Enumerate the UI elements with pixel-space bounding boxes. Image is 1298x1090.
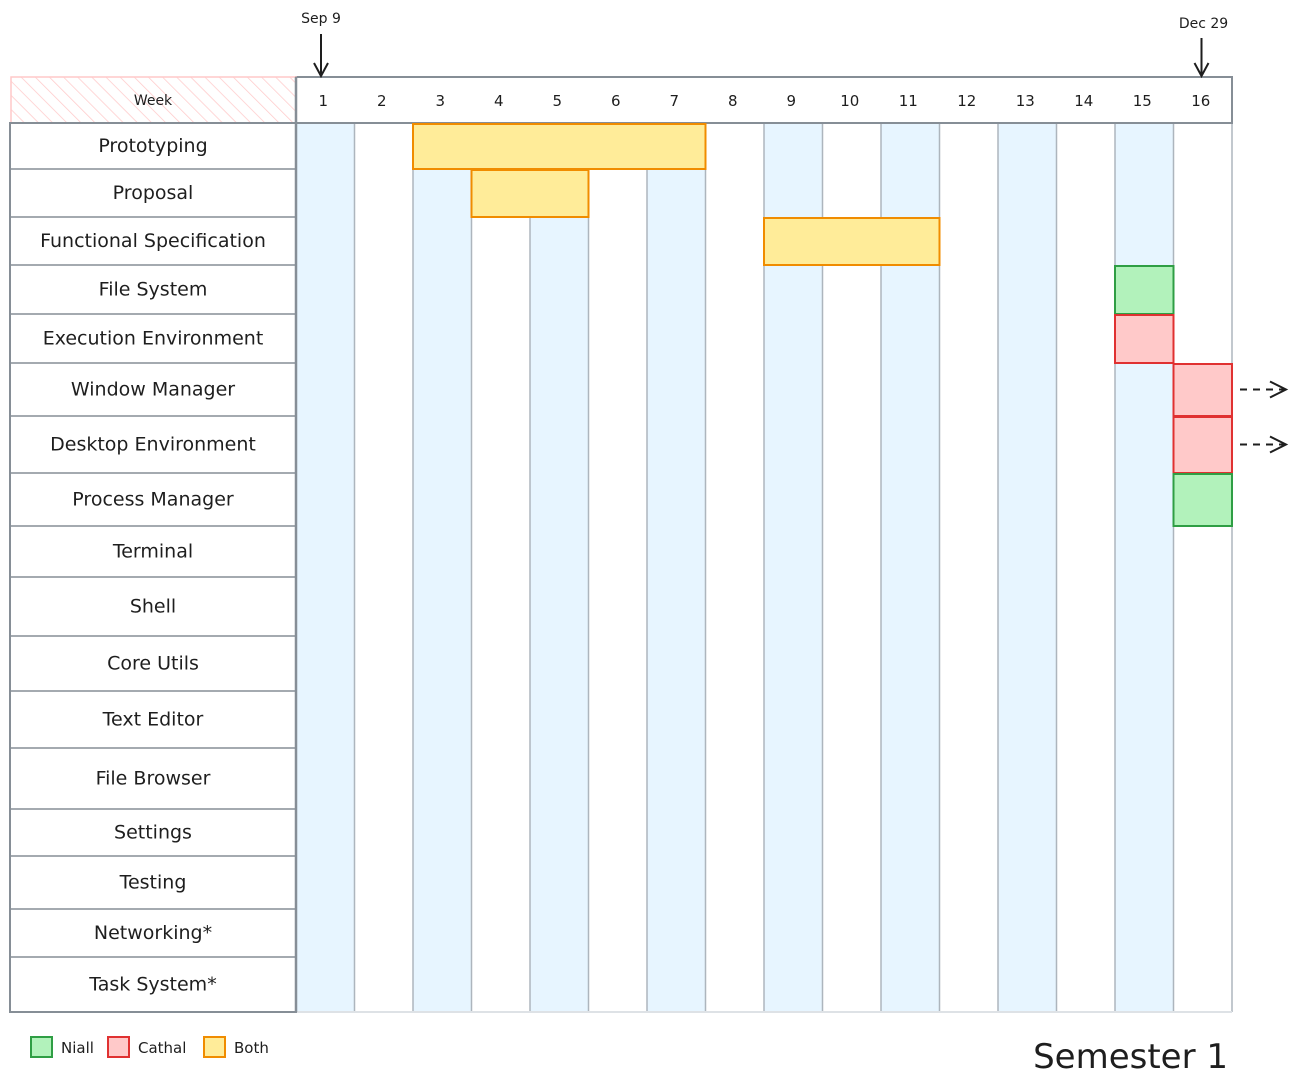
- week-columns: [296, 123, 1174, 1012]
- week-column-13: [998, 123, 1057, 1012]
- week-number-15: 15: [1133, 92, 1152, 110]
- legend-label-cathal: Cathal: [138, 1039, 186, 1057]
- task-label: Core Utils: [107, 653, 199, 675]
- week-column-7: [647, 123, 706, 1012]
- week-column-11: [881, 123, 940, 1012]
- task-label: Settings: [114, 822, 192, 844]
- week-number-10: 10: [840, 92, 859, 110]
- week-number-6: 6: [611, 92, 621, 110]
- week-number-14: 14: [1074, 92, 1093, 110]
- date-marker-label: Dec 29: [1179, 16, 1228, 32]
- task-label: Process Manager: [72, 489, 234, 511]
- week-number-2: 2: [377, 92, 387, 110]
- task-label: Prototyping: [98, 135, 207, 157]
- date-marker-label: Sep 9: [301, 11, 341, 27]
- task-bar-both: [412, 123, 707, 170]
- task-bar-both: [763, 217, 941, 266]
- week-number-4: 4: [494, 92, 504, 110]
- week-number-16: 16: [1191, 92, 1210, 110]
- task-label: Window Manager: [71, 379, 235, 401]
- task-label: Desktop Environment: [50, 434, 256, 456]
- week-column-3: [413, 123, 472, 1012]
- week-number-3: 3: [435, 92, 445, 110]
- legend-label-niall: Niall: [61, 1039, 94, 1057]
- task-label: Functional Specification: [40, 230, 266, 252]
- legend: Niall Cathal Both: [30, 1036, 269, 1058]
- week-number-11: 11: [899, 92, 918, 110]
- legend-label-both: Both: [234, 1039, 269, 1057]
- week-number-8: 8: [728, 92, 738, 110]
- task-label: Proposal: [113, 182, 194, 204]
- task-bar-niall: [1114, 265, 1175, 315]
- continues-arrowhead: [1269, 380, 1289, 399]
- task-bars: [412, 123, 1289, 527]
- week-header-label: Week: [134, 93, 173, 109]
- task-label: Text Editor: [102, 709, 204, 731]
- week-column-15: [1115, 123, 1174, 1012]
- week-column-1: [296, 123, 355, 1012]
- task-label: Task System*: [88, 974, 216, 996]
- legend-swatch-cathal: [107, 1036, 130, 1058]
- task-bar-cathal: [1114, 314, 1175, 364]
- legend-swatch-both: [203, 1036, 226, 1058]
- week-column-5: [530, 123, 589, 1012]
- task-label: File Browser: [96, 768, 211, 790]
- week-header-cell: [10, 76, 297, 124]
- task-label: Execution Environment: [43, 328, 264, 350]
- task-bar-both: [470, 169, 590, 218]
- week-header: Week: [10, 76, 297, 124]
- task-label: Testing: [119, 872, 187, 894]
- task-label: Networking*: [94, 922, 212, 944]
- week-number-5: 5: [552, 92, 562, 110]
- date-marker-arrowhead: [313, 62, 329, 79]
- date-markers: Sep 9 Dec 29: [301, 11, 1228, 79]
- grid-lines: 1 2 3 4 5 6 7 8 9 10 11 12 13 14 15 16: [295, 76, 1233, 1013]
- week-number-1: 1: [318, 92, 328, 110]
- task-label: File System: [99, 279, 208, 301]
- week-number-9: 9: [786, 92, 796, 110]
- task-label: Shell: [130, 596, 176, 618]
- task-bar-cathal: [1172, 416, 1233, 474]
- continues-arrowhead: [1269, 435, 1289, 454]
- semester-title: Semester 1: [1033, 1037, 1228, 1077]
- week-column-9: [764, 123, 823, 1012]
- task-label: Terminal: [112, 541, 193, 563]
- week-number-12: 12: [957, 92, 976, 110]
- task-bar-cathal: [1172, 363, 1233, 417]
- task-bar-niall: [1172, 473, 1233, 527]
- week-number-7: 7: [669, 92, 679, 110]
- week-number-13: 13: [1016, 92, 1035, 110]
- task-labels: Prototyping Proposal Functional Specificat…: [9, 77, 298, 1013]
- legend-swatch-niall: [30, 1036, 53, 1058]
- date-marker-arrowhead: [1193, 62, 1210, 79]
